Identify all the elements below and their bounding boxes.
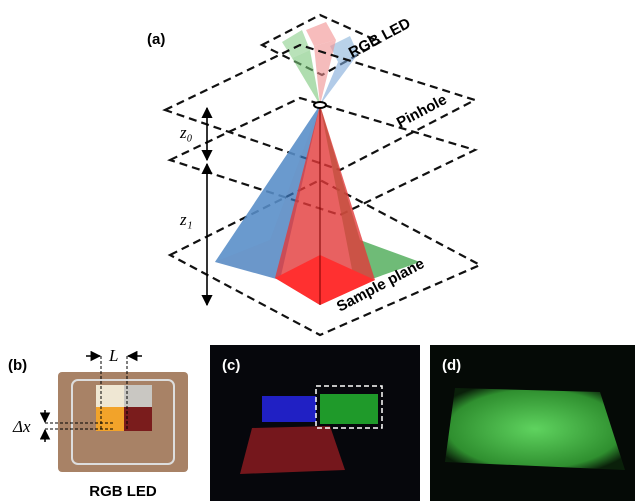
panel-label: (d) [442,357,461,374]
z0-label: z₀ [179,123,193,142]
spot-blue [262,396,316,422]
panel-d: (d) [430,345,635,501]
image-c [210,345,420,501]
pinhole [314,102,326,108]
pinhole-label: Pinhole [394,91,450,131]
led-chip [96,407,124,431]
panel-label: (b) [8,357,27,374]
z1-label: z₁ [179,210,193,229]
offset-label: Δx [12,417,31,436]
figure: (a) RGB LED Pinhole Sample plane z₀ z₁ (… [0,0,635,501]
width-label: L [108,346,118,365]
led-chip [96,385,124,407]
led-chip [124,385,152,407]
spot-green [320,394,378,424]
caption: RGB LED [89,483,157,500]
panel-label: (c) [222,357,240,374]
panel-a: (a) RGB LED Pinhole Sample plane z₀ z₁ [147,15,480,335]
spot-red [240,426,345,474]
panel-c: (c) [210,345,420,501]
spot-green [445,388,625,470]
source-label: RGB LED [346,15,414,62]
panel-label: (a) [147,31,165,48]
led-chip [124,407,152,431]
panel-b: (b) L Δx RGB LED [8,346,188,500]
